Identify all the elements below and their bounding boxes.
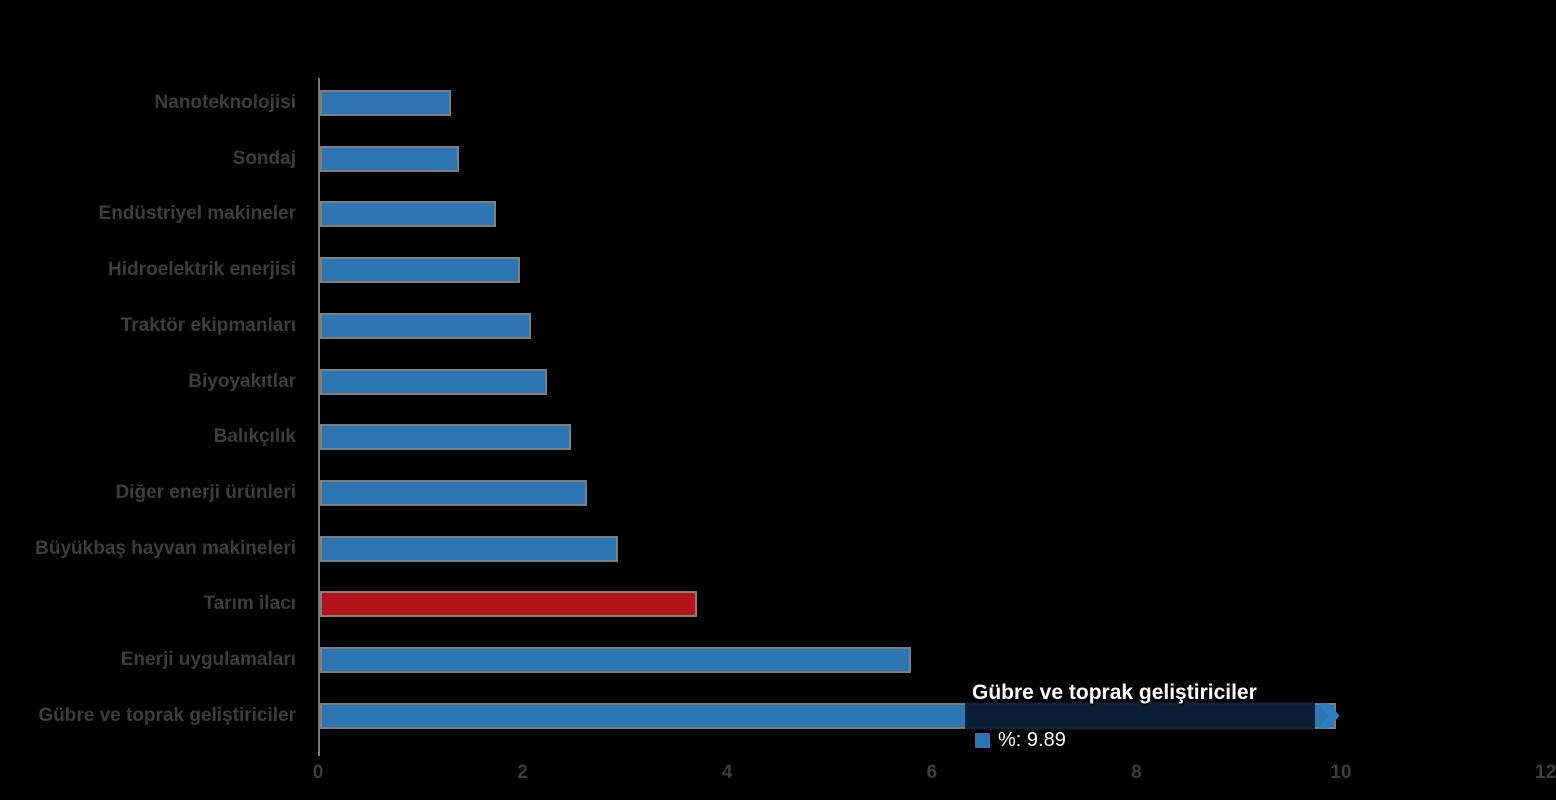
category-label: Sondaj bbox=[232, 147, 296, 169]
bar[interactable] bbox=[320, 368, 547, 395]
x-tick-label: 0 bbox=[312, 762, 324, 783]
bar[interactable] bbox=[320, 201, 496, 228]
category-label: Diğer enerji ürünleri bbox=[115, 481, 296, 503]
bar[interactable] bbox=[320, 145, 460, 172]
highlighted-bar[interactable] bbox=[320, 591, 698, 618]
category-label: Büyükbaş hayvan makineleri bbox=[35, 537, 296, 559]
x-tick-label: 6 bbox=[926, 762, 938, 783]
tooltip-value: %: 9.89 bbox=[998, 729, 1066, 751]
tooltip bbox=[965, 702, 1315, 730]
bar[interactable] bbox=[320, 424, 571, 451]
tooltip-value-row: %: 9.89 bbox=[975, 729, 1066, 752]
category-label: Balıkçılık bbox=[213, 426, 296, 448]
bar[interactable] bbox=[320, 479, 587, 506]
category-label: Hidroelektrik enerjisi bbox=[108, 259, 296, 281]
bar[interactable] bbox=[320, 535, 618, 562]
category-label: Enerji uygulamaları bbox=[120, 649, 296, 670]
x-tick-label: 8 bbox=[1131, 762, 1142, 783]
bar[interactable] bbox=[320, 647, 912, 673]
category-label: Tarım ilacı bbox=[203, 593, 296, 615]
category-label: Traktör ekipmanları bbox=[120, 314, 296, 336]
bar[interactable] bbox=[320, 257, 521, 284]
bar[interactable] bbox=[320, 90, 451, 116]
x-tick-label: 10 bbox=[1330, 762, 1352, 783]
y-axis-line bbox=[318, 78, 320, 756]
x-tick-label: 12 bbox=[1535, 762, 1556, 783]
x-tick-label: 2 bbox=[517, 762, 528, 783]
bar[interactable] bbox=[320, 312, 531, 339]
series-swatch-icon bbox=[975, 733, 990, 748]
category-label: Endüstriyel makineler bbox=[98, 203, 296, 225]
category-label: Biyoyakıtlar bbox=[188, 370, 296, 392]
category-label: Nanoteknolojisi bbox=[154, 92, 296, 113]
x-tick-label: 4 bbox=[721, 762, 733, 783]
tooltip-title: Gübre ve toprak geliştiriciler bbox=[972, 681, 1257, 704]
category-label: Gübre ve toprak geliştiriciler bbox=[38, 704, 296, 726]
